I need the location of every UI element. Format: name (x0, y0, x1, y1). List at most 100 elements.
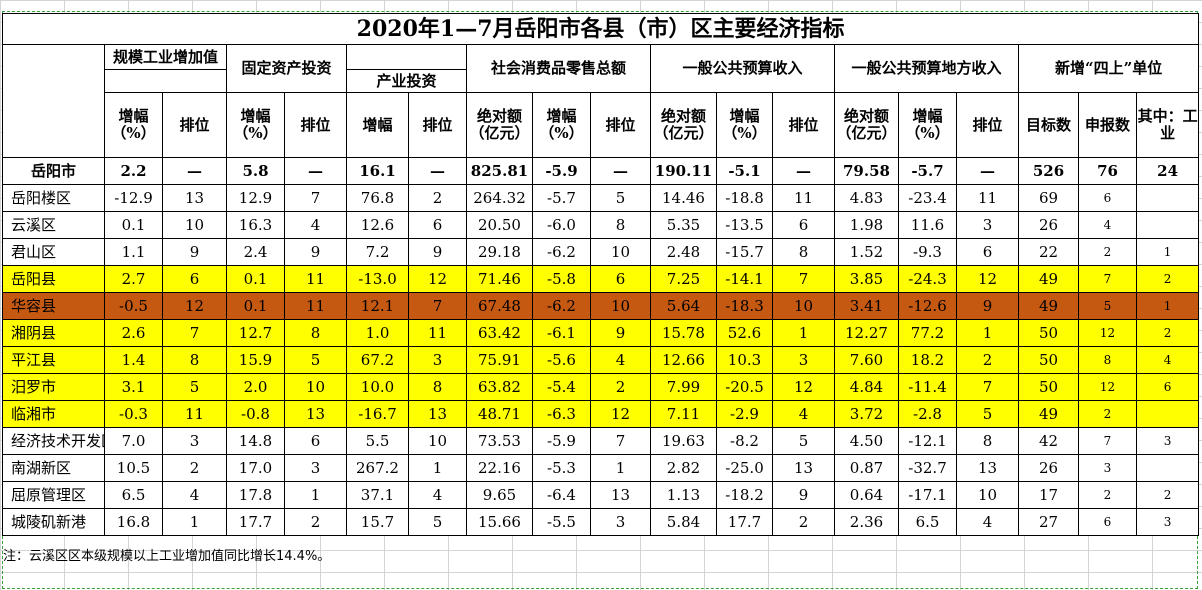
table-cell[interactable]: -0.3 (104, 400, 163, 428)
table-cell[interactable]: 2 (956, 346, 1019, 374)
table-cell[interactable]: 11 (956, 184, 1019, 212)
table-cell[interactable]: 49 (1018, 265, 1079, 293)
table-cell[interactable]: 11 (772, 184, 835, 212)
table-cell[interactable]: 5.84 (650, 508, 717, 536)
table-cell[interactable]: 10 (590, 292, 651, 320)
table-cell[interactable]: -5.1 (716, 157, 773, 185)
table-cell[interactable]: 8 (772, 238, 835, 266)
table-row[interactable]: 屈原管理区 6.5 4 17.8 1 37.1 4 9.65 -6.4 13 1.13 -18.2 9 0… (2, 481, 1200, 509)
table-cell[interactable]: 10.5 (104, 454, 163, 482)
table-cell[interactable]: -6.0 (532, 211, 591, 239)
table-cell[interactable]: 7.25 (650, 265, 717, 293)
table-cell[interactable]: 17.7 (716, 508, 773, 536)
table-cell[interactable]: -6.3 (532, 400, 591, 428)
table-cell[interactable]: -5.5 (532, 508, 591, 536)
table-cell[interactable]: 50 (1018, 346, 1079, 374)
table-cell[interactable]: -5.4 (532, 373, 591, 401)
table-cell[interactable]: 2 (408, 184, 467, 212)
table-cell[interactable]: 9 (772, 481, 835, 509)
table-cell[interactable]: 12 (162, 292, 227, 320)
table-cell[interactable]: 15.66 (466, 508, 533, 536)
table-cell[interactable]: 6 (1135, 373, 1200, 401)
table-cell[interactable]: — (162, 157, 227, 185)
table-cell[interactable]: 26 (1018, 454, 1079, 482)
table-cell[interactable]: 10.3 (716, 346, 773, 374)
table-cell[interactable]: 7.99 (650, 373, 717, 401)
table-cell[interactable]: 9.65 (466, 481, 533, 509)
table-cell[interactable]: 49 (1018, 400, 1079, 428)
table-cell[interactable]: 5 (590, 184, 651, 212)
row-label[interactable]: 君山区 (2, 238, 105, 266)
table-cell[interactable]: 27 (1018, 508, 1079, 536)
table-cell[interactable]: 7 (956, 373, 1019, 401)
table-cell[interactable]: 13 (284, 400, 347, 428)
row-label[interactable]: 平江县 (2, 346, 105, 374)
table-cell[interactable]: 5 (162, 373, 227, 401)
table-cell[interactable]: 16.8 (104, 508, 163, 536)
table-cell[interactable]: — (408, 157, 467, 185)
table-row[interactable]: 平江县 1.4 8 15.9 5 67.2 3 75.91 -5.6 4 12.66 10.3 3 7.6… (2, 346, 1200, 374)
table-cell[interactable]: 2 (590, 373, 651, 401)
table-cell[interactable]: 2.7 (104, 265, 163, 293)
table-cell[interactable]: 1.52 (834, 238, 899, 266)
table-cell[interactable]: -6.2 (532, 238, 591, 266)
table-cell[interactable]: 69 (1018, 184, 1079, 212)
table-cell[interactable]: 24 (1135, 157, 1200, 185)
table-cell[interactable]: 1.0 (346, 319, 409, 347)
row-label[interactable]: 屈原管理区 (2, 481, 105, 509)
table-cell[interactable]: 11 (284, 265, 347, 293)
table-row[interactable]: 岳阳市 2.2—5.8—16.1—825.81 -5.9—190.11 -5.1—79… (2, 157, 1200, 185)
table-cell[interactable]: 9 (284, 238, 347, 266)
table-cell[interactable]: 17 (1018, 481, 1079, 509)
table-cell[interactable]: 6.5 (104, 481, 163, 509)
table-cell[interactable]: 7 (772, 265, 835, 293)
table-cell[interactable]: 12 (956, 265, 1019, 293)
table-cell[interactable]: 6 (1078, 508, 1137, 536)
table-cell[interactable]: -13.5 (716, 211, 773, 239)
table-cell[interactable]: 1 (1135, 238, 1200, 266)
table-cell[interactable]: 9 (408, 238, 467, 266)
table-cell[interactable] (1135, 400, 1200, 428)
table-cell[interactable]: 2 (1135, 319, 1200, 347)
table-cell[interactable]: -18.3 (716, 292, 773, 320)
table-cell[interactable]: 4 (590, 346, 651, 374)
table-cell[interactable]: 15.9 (226, 346, 285, 374)
table-cell[interactable]: 4 (284, 211, 347, 239)
table-cell[interactable]: 6 (772, 211, 835, 239)
table-cell[interactable]: 0.87 (834, 454, 899, 482)
table-cell[interactable]: 825.81 (466, 157, 533, 185)
table-cell[interactable]: 1.98 (834, 211, 899, 239)
table-cell[interactable]: 11 (162, 400, 227, 428)
row-label[interactable]: 临湘市 (2, 400, 105, 428)
table-cell[interactable]: 4.50 (834, 427, 899, 455)
table-cell[interactable]: -5.9 (532, 427, 591, 455)
table-cell[interactable]: 79.58 (834, 157, 899, 185)
table-cell[interactable]: -8.2 (716, 427, 773, 455)
table-cell[interactable]: 12 (1078, 319, 1137, 347)
table-cell[interactable]: -12.1 (898, 427, 957, 455)
table-cell[interactable]: 6 (162, 265, 227, 293)
table-cell[interactable] (1135, 211, 1200, 239)
table-cell[interactable]: 11.6 (898, 211, 957, 239)
table-cell[interactable]: 4 (408, 481, 467, 509)
table-cell[interactable]: 2 (1078, 481, 1137, 509)
table-row[interactable]: 城陵矶新港 16.8 1 17.7 2 15.7 5 15.66 -5.5 3 5.84 17.7 2 2… (2, 508, 1200, 536)
table-cell[interactable]: 22.16 (466, 454, 533, 482)
table-cell[interactable]: 22 (1018, 238, 1079, 266)
table-cell[interactable]: 8 (1078, 346, 1137, 374)
table-cell[interactable]: 26 (1018, 211, 1079, 239)
table-cell[interactable]: 1 (956, 319, 1019, 347)
table-cell[interactable]: 3 (956, 211, 1019, 239)
table-cell[interactable]: -5.7 (898, 157, 957, 185)
table-cell[interactable]: 7 (162, 319, 227, 347)
table-cell[interactable]: 7 (1078, 427, 1137, 455)
table-row[interactable]: 华容县 -0.5 12 0.1 11 12.1 7 67.48 -6.2 10 5.64 -18.3 1… (2, 292, 1200, 320)
table-cell[interactable]: 15.78 (650, 319, 717, 347)
table-cell[interactable]: 11 (284, 292, 347, 320)
table-cell[interactable]: 4 (772, 400, 835, 428)
table-cell[interactable]: 7 (590, 427, 651, 455)
table-cell[interactable]: -2.9 (716, 400, 773, 428)
table-cell[interactable]: 5 (772, 427, 835, 455)
table-cell[interactable]: 76 (1078, 157, 1137, 185)
table-cell[interactable]: 0.1 (226, 265, 285, 293)
